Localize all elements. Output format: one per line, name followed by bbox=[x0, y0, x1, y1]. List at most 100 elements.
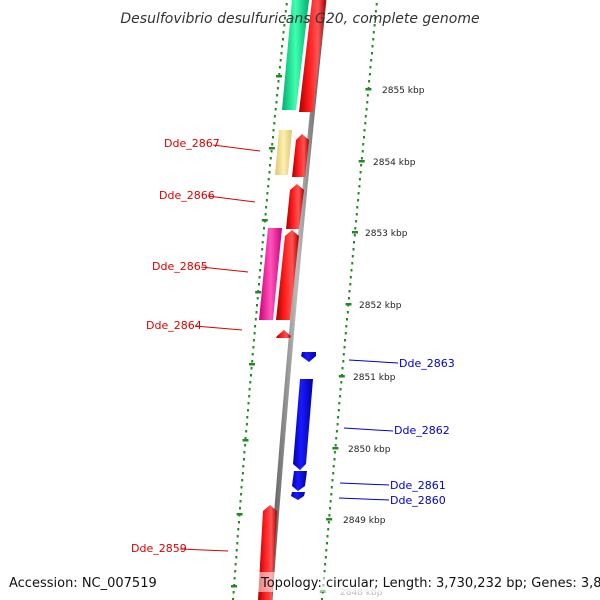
gene-dde-2865[interactable] bbox=[276, 230, 299, 320]
ruler-dot bbox=[349, 283, 352, 286]
gene-label-dde-2866[interactable]: Dde_2866 bbox=[159, 189, 215, 202]
gene-label-dde-2865[interactable]: Dde_2865 bbox=[152, 260, 208, 273]
ruler-dot bbox=[261, 248, 264, 251]
ruler-dot bbox=[269, 164, 271, 167]
gene-dde-2860[interactable] bbox=[291, 492, 305, 500]
ruler-dot bbox=[265, 199, 268, 202]
ruler-dot bbox=[284, 10, 287, 13]
ruler-dot bbox=[366, 94, 369, 97]
ruler-dot bbox=[328, 514, 331, 517]
ruler-dot bbox=[351, 262, 354, 265]
ruler-dot bbox=[236, 542, 239, 545]
ruler-dot bbox=[237, 528, 240, 531]
ruler-dot bbox=[329, 507, 332, 510]
ruler-dot bbox=[273, 115, 276, 118]
ruler-dot bbox=[251, 353, 254, 356]
tick-label-2855: 2855 kbp bbox=[382, 86, 425, 96]
gene-dde-2863[interactable] bbox=[301, 352, 316, 362]
gene-label-dde-2864[interactable]: Dde_2864 bbox=[146, 319, 202, 332]
ruler-dot bbox=[271, 143, 274, 146]
green-feature bbox=[282, 0, 309, 110]
ruler-dot bbox=[374, 17, 377, 20]
red-feature-top bbox=[299, 0, 326, 112]
ruler-dot bbox=[339, 388, 342, 391]
ruler-dot bbox=[355, 220, 358, 223]
ruler-major-tick bbox=[345, 303, 352, 306]
ruler-major-tick bbox=[326, 518, 333, 521]
ruler-dot bbox=[353, 234, 356, 237]
ruler-dot bbox=[260, 255, 263, 258]
ruler-dot bbox=[267, 185, 270, 188]
ruler-dot bbox=[255, 311, 258, 314]
ruler-dot bbox=[242, 465, 245, 468]
ruler-dot bbox=[270, 150, 273, 153]
gene-label-dde-2862[interactable]: Dde_2862 bbox=[394, 424, 450, 437]
ruler-dot bbox=[284, 17, 286, 20]
leader-dde-2866 bbox=[207, 195, 256, 203]
gene-dde-2862[interactable] bbox=[293, 379, 313, 470]
leader-dde-2864 bbox=[194, 325, 243, 331]
ruler-dot bbox=[355, 213, 358, 216]
ruler-dot bbox=[363, 129, 366, 132]
ruler-dot bbox=[368, 80, 371, 83]
ruler-dot bbox=[248, 388, 251, 391]
ruler-dot bbox=[336, 423, 339, 426]
ruler-dot bbox=[350, 269, 353, 272]
ruler-dot bbox=[282, 38, 284, 41]
ruler-dot bbox=[274, 108, 277, 111]
ruler-dot bbox=[281, 45, 284, 48]
ruler-dot bbox=[233, 577, 236, 580]
ruler-dot bbox=[365, 108, 368, 111]
ruler-major-tick bbox=[365, 88, 372, 91]
gene-label-dde-2863[interactable]: Dde_2863 bbox=[399, 357, 455, 370]
ruler-major-tick bbox=[358, 160, 365, 163]
ruler-dot bbox=[258, 276, 261, 279]
gene-dde-2861[interactable] bbox=[292, 471, 307, 491]
ruler-dot bbox=[358, 178, 361, 181]
gene-label-dde-2859[interactable]: Dde_2859 bbox=[131, 542, 187, 555]
ruler-dot bbox=[327, 528, 330, 531]
ruler-dot bbox=[368, 73, 371, 76]
ruler-dot bbox=[259, 269, 262, 272]
ruler-major-tick bbox=[268, 147, 275, 150]
tick-label-2848: 2848 kbp bbox=[340, 588, 383, 598]
ruler-major-tick bbox=[231, 585, 237, 588]
ruler-dot bbox=[240, 493, 243, 496]
ruler-dot bbox=[371, 52, 373, 55]
ruler-dot bbox=[337, 409, 340, 412]
ruler-dot bbox=[342, 353, 345, 356]
tick-label-2851: 2851 kbp bbox=[353, 373, 396, 383]
ruler-dot bbox=[363, 136, 365, 139]
gene-label-dde-2860[interactable]: Dde_2860 bbox=[390, 494, 446, 507]
tick-label-2854: 2854 kbp bbox=[373, 158, 416, 168]
gene-dde-2866[interactable] bbox=[286, 184, 304, 229]
ruler-dot bbox=[262, 234, 265, 237]
ruler-dot bbox=[267, 178, 270, 181]
ruler-dot bbox=[248, 395, 251, 398]
magenta-feature bbox=[259, 228, 282, 320]
ruler-dot bbox=[247, 402, 250, 405]
ruler-dot bbox=[241, 479, 244, 482]
ruler-dot bbox=[261, 241, 264, 244]
ruler-major-tick bbox=[242, 439, 249, 442]
gene-dde-2867[interactable] bbox=[292, 134, 309, 177]
ruler-dot bbox=[364, 122, 367, 125]
ruler-dot bbox=[277, 80, 280, 83]
leader-dde-2859 bbox=[179, 548, 229, 552]
ruler-dot bbox=[239, 500, 242, 503]
ruler-dot bbox=[269, 157, 272, 160]
ruler-dot bbox=[341, 367, 344, 370]
ruler-dot bbox=[266, 192, 269, 195]
ruler-dot bbox=[348, 297, 350, 300]
ruler-dot bbox=[250, 367, 253, 370]
gene-dde-2864[interactable] bbox=[276, 330, 291, 338]
gene-label-dde-2867[interactable]: Dde_2867 bbox=[164, 137, 220, 150]
tick-label-2850: 2850 kbp bbox=[348, 445, 391, 455]
ruler-dot bbox=[346, 318, 348, 321]
ruler-dot bbox=[358, 185, 361, 188]
gene-label-dde-2861[interactable]: Dde_2861 bbox=[390, 479, 446, 492]
ruler-dot bbox=[272, 129, 275, 132]
ruler-dot bbox=[327, 521, 330, 524]
ruler-dot bbox=[362, 143, 365, 146]
